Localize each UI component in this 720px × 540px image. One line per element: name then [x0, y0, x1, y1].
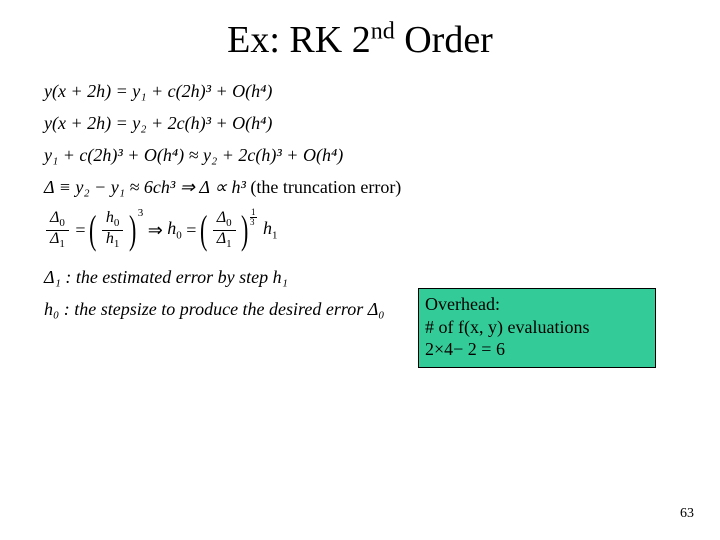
eq-6-text: Δ₁ : the estimated error by step h₁ [44, 267, 288, 287]
eq-3: y₁ + c(2h)³ + O(h⁴) ≈ y₂ + 2c(h)³ + O(h⁴… [44, 146, 401, 164]
h0as: 0 [114, 218, 120, 230]
rparen-2: ) [241, 210, 248, 250]
exp-3: 3 [138, 208, 144, 219]
d0s: 0 [59, 218, 65, 230]
rparen-1: ) [129, 210, 136, 250]
d0: Δ [50, 209, 59, 226]
ebot: 3 [250, 218, 257, 227]
h1as: 1 [114, 238, 120, 250]
overhead-line-2: # of f(x, y) evaluations [425, 316, 649, 339]
d1: Δ [50, 230, 59, 247]
eq-5: Δ0 Δ1 = ( h0 h1 ) 3 ⇒ h0 = ( Δ0 Δ1 ) 13 [44, 210, 401, 250]
h1cs: 1 [272, 229, 278, 241]
eq-2-text: y(x + 2h) = y₂ + 2c(h)³ + O(h⁴) [44, 113, 272, 133]
exp-1-3: 13 [250, 208, 257, 227]
equals-1: = [75, 220, 90, 240]
equals-2: = [186, 220, 201, 240]
overhead-line-1: Overhead: [425, 293, 649, 316]
overhead-box: Overhead: # of f(x, y) evaluations 2×4− … [418, 288, 656, 368]
eq-7: h₀ : the stepsize to produce the desired… [44, 300, 401, 318]
eq-6: Δ₁ : the estimated error by step h₁ [44, 268, 401, 286]
title-post: Order [395, 19, 493, 61]
h0bs: 0 [176, 229, 182, 241]
frac-delta: Δ0 Δ1 [46, 210, 69, 249]
h0a: h [106, 209, 114, 226]
d0bs: 0 [226, 218, 232, 230]
d1b: Δ [217, 230, 226, 247]
eq-7-text: h₀ : the stepsize to produce the desired… [44, 299, 385, 319]
page-number: 63 [680, 506, 694, 522]
title-sup: nd [371, 18, 395, 44]
eq-4: Δ ≡ y₂ − y₁ ≈ 6ch³ ⇒ Δ ∝ h³ (the truncat… [44, 178, 401, 196]
lparen-1: ( [89, 210, 96, 250]
h0-lhs: h0 [167, 218, 182, 238]
h1a: h [106, 230, 114, 247]
eq-1: y(x + 2h) = y₁ + c(2h)³ + O(h⁴) [44, 82, 401, 100]
h1-tail: h1 [263, 218, 278, 238]
eq-2: y(x + 2h) = y₂ + 2c(h)³ + O(h⁴) [44, 114, 401, 132]
overhead-line-3: 2×4− 2 = 6 [425, 338, 649, 361]
arrow: ⇒ [148, 220, 168, 240]
frac-delta-2: Δ0 Δ1 [213, 210, 236, 249]
eq-4-rhs: (the truncation error) [250, 177, 401, 197]
eq-3-text: y₁ + c(2h)³ + O(h⁴) ≈ y₂ + 2c(h)³ + O(h⁴… [44, 145, 343, 165]
title-pre: Ex: RK 2 [227, 19, 371, 61]
eq-4-lhs: Δ ≡ y₂ − y₁ ≈ 6ch³ ⇒ Δ ∝ h³ [44, 177, 250, 197]
eq-1-text: y(x + 2h) = y₁ + c(2h)³ + O(h⁴) [44, 81, 272, 101]
equations-block: y(x + 2h) = y₁ + c(2h)³ + O(h⁴) y(x + 2h… [44, 82, 401, 332]
h0b: h [167, 218, 176, 238]
d1bs: 1 [226, 238, 232, 250]
pow3: 3 [138, 207, 144, 219]
lparen-2: ( [200, 210, 207, 250]
slide-title: Ex: RK 2nd Order [0, 18, 720, 62]
d1s: 1 [59, 238, 65, 250]
d0b: Δ [217, 209, 226, 226]
slide: Ex: RK 2nd Order y(x + 2h) = y₁ + c(2h)³… [0, 0, 720, 540]
frac-h: h0 h1 [102, 210, 124, 249]
h1c: h [263, 218, 272, 238]
